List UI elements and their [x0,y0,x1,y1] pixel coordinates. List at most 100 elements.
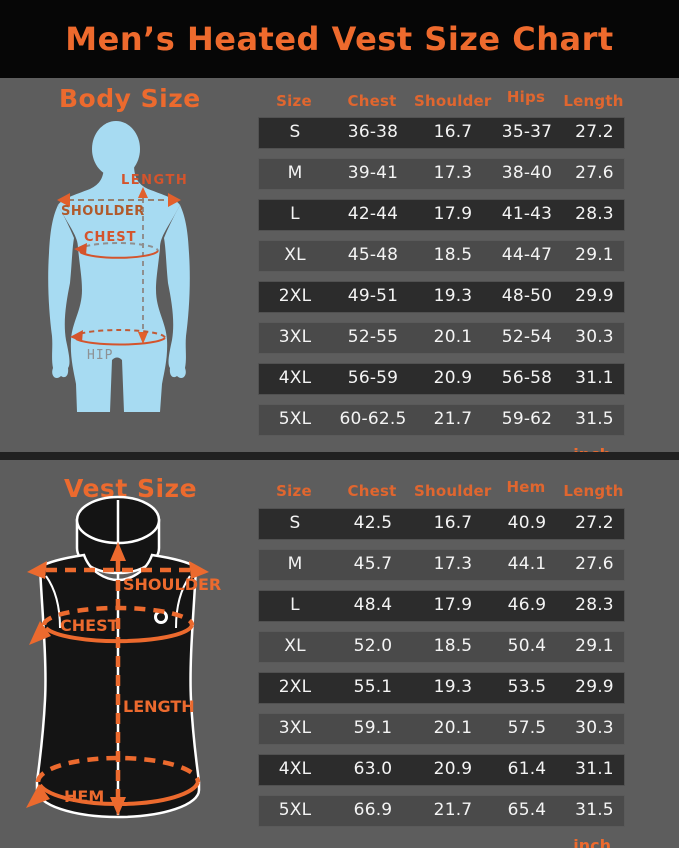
cell: XL [284,636,306,656]
cell: 18.5 [433,636,473,656]
torso-and-legs [58,164,180,412]
column-header-size: Size [276,92,312,110]
arrow-right-icon [189,561,209,579]
table-row-l: L 48.4 17.9 46.9 28.3 [258,590,625,622]
cell: 59.1 [353,718,393,738]
column-header-shoulder: Shoulder [414,482,492,500]
body-shoulder-label: SHOULDER [61,204,145,219]
table-row-3xl: 3XL 52-55 20.1 52-54 30.3 [258,322,625,354]
cell: 38-40 [501,163,553,183]
cell: 44-47 [501,245,553,265]
cell: 55.1 [353,677,393,697]
cell: 28.3 [575,595,614,615]
cell: S [289,513,301,533]
armhole-left [45,575,61,629]
cell: 40.9 [507,513,547,533]
cell: S [289,122,301,142]
table-row-5xl: 5XL 60-62.5 21.7 59-62 31.5 [258,404,625,436]
table-row-l: L 42-44 17.9 41-43 28.3 [258,199,625,231]
body-length-label: LENGTH [121,173,188,188]
cell: 20.1 [433,327,473,347]
table-row-m: M 45.7 17.3 44.1 27.6 [258,549,625,581]
cell: 31.1 [575,759,614,779]
column-header-size: Size [276,482,312,500]
cell: 5XL [278,800,312,820]
cell: L [290,204,300,224]
body-measurement-figure: LENGTH SHOULDER CHEST HIP [48,121,190,412]
cell: 2XL [278,677,312,697]
head [92,121,140,177]
vest-measurement-annotations: SHOULDER CHEST LENGTH HEM [26,542,221,816]
cell: 20.9 [433,368,473,388]
table-row-3xl: 3XL 59.1 20.1 57.5 30.3 [258,713,625,745]
cell: 31.5 [575,800,614,820]
cell: 21.7 [433,409,473,429]
table-row-s: S 36-38 16.7 35-37 27.2 [258,117,625,149]
arrow-down-icon [138,332,148,344]
column-header-shoulder: Shoulder [414,92,492,110]
cell: 29.9 [575,286,614,306]
cell: 52.0 [353,636,393,656]
cell: 46.9 [507,595,547,615]
section-divider [0,452,679,460]
column-header-hips: Hips [506,88,546,106]
cell: 19.3 [433,286,473,306]
arrow-up-icon [138,187,148,198]
column-header-chest: Chest [347,482,397,500]
cell: 29.9 [575,677,614,697]
table-row-s: S 42.5 16.7 40.9 27.2 [258,508,625,540]
arrow-up-icon [110,542,126,561]
cell: L [290,595,300,615]
table-row-2xl: 2XL 55.1 19.3 53.5 29.9 [258,672,625,704]
cell: 16.7 [433,513,473,533]
page-title: Men’s Heated Vest Size Chart [65,20,614,58]
cell: 29.1 [575,636,614,656]
unit-label: inch [573,836,611,848]
column-header-length: Length [563,482,624,500]
cell: 44.1 [507,554,547,574]
cell: 63.0 [353,759,393,779]
column-header-hem: Hem [506,478,546,496]
cell: 4XL [278,368,312,388]
cell: 56-58 [501,368,553,388]
arrow-down-left-icon [29,621,51,645]
vest-chest-label: CHEST [60,616,119,635]
cell: 50.4 [507,636,547,656]
cell: 41-43 [501,204,553,224]
right-arm [164,205,190,379]
cell: XL [284,245,306,265]
cell: 27.2 [575,513,614,533]
arrow-left-icon [70,330,83,342]
cell: 42-44 [347,204,399,224]
table-row-2xl: 2XL 49-51 19.3 48-50 29.9 [258,281,625,313]
arrow-down-left-icon [26,784,50,808]
cell: 4XL [278,759,312,779]
cell: 36-38 [347,122,399,142]
body-measurement-annotations: LENGTH SHOULDER CHEST HIP [57,173,188,363]
cell: 49-51 [347,286,399,306]
cell: 31.5 [575,409,614,429]
cell: 5XL [278,409,312,429]
vest-hem-label: HEM [64,787,104,806]
cell: 48.4 [353,595,393,615]
cell: 48-50 [501,286,553,306]
cell: 56-59 [347,368,399,388]
cell: 3XL [278,718,312,738]
title-bar: Men’s Heated Vest Size Chart [0,0,679,78]
cell: 65.4 [507,800,547,820]
cell: 21.7 [433,800,473,820]
body-table-header-row: Size Chest Shoulder Hips Length [258,88,625,112]
table-row-5xl: 5XL 66.9 21.7 65.4 31.5 [258,795,625,827]
vest-size-section: Vest Size SHOULDER [0,460,679,848]
cell: 59-62 [501,409,553,429]
table-row-xl: XL 52.0 18.5 50.4 29.1 [258,631,625,663]
table-row-m: M 39-41 17.3 38-40 27.6 [258,158,625,190]
cell: M [287,163,303,183]
cell: 30.3 [575,327,614,347]
cell: M [287,554,303,574]
cell: 27.2 [575,122,614,142]
cell: 27.6 [575,554,614,574]
cell: 42.5 [353,513,393,533]
body-size-section: Body Size LENGTH [0,78,679,464]
